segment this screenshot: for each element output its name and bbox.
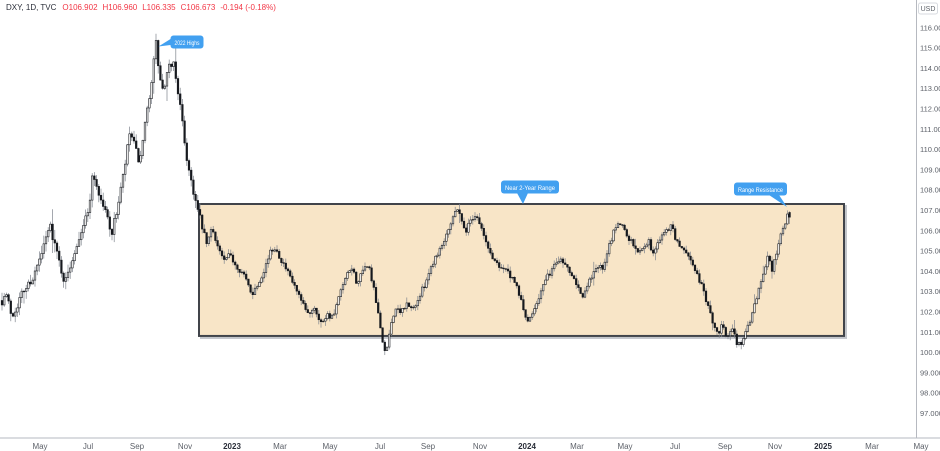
time-tick-month: Jul xyxy=(670,442,680,451)
ohlc-open-value: O106.902 xyxy=(62,3,98,12)
callout-label: Near 2-Year Range xyxy=(505,185,555,192)
price-tick-label: 110.000 xyxy=(920,145,940,154)
time-tick-year: 2025 xyxy=(814,442,832,451)
time-tick-month: Mar xyxy=(570,442,584,451)
time-tick-year: 2023 xyxy=(223,442,241,451)
price-tick-label: 104.000 xyxy=(920,267,940,276)
ohlc-close-value: C106.673 xyxy=(180,3,216,12)
time-tick-month: Nov xyxy=(768,442,782,451)
callout-label: Range Resistance xyxy=(738,187,783,194)
price-tick-label: 109.000 xyxy=(920,165,940,174)
ohlc-low-value: L106.335 xyxy=(142,3,176,12)
time-tick-month: Mar xyxy=(865,442,879,451)
price-tick-label: 113.000 xyxy=(920,84,940,93)
time-tick-month: Sep xyxy=(130,442,145,451)
price-tick-label: 115.000 xyxy=(920,44,940,53)
callout-2022-highs[interactable]: 2022 Highs xyxy=(158,35,204,49)
price-tick-label: 99.000 xyxy=(920,368,940,377)
candlesticks xyxy=(0,33,791,356)
price-tick-label: 98.000 xyxy=(920,389,940,398)
currency-label: USD xyxy=(918,2,938,15)
price-tick-label: 103.000 xyxy=(920,287,940,296)
time-tick-month: Nov xyxy=(178,442,192,451)
time-tick-month: May xyxy=(913,442,928,451)
time-tick-month: Jul xyxy=(375,442,385,451)
svg-text:USD: USD xyxy=(921,6,936,13)
time-tick-month: Sep xyxy=(718,442,733,451)
time-tick-month: Jul xyxy=(83,442,93,451)
time-tick-month: May xyxy=(322,442,337,451)
price-tick-label: 116.000 xyxy=(920,23,940,32)
time-tick-month: Mar xyxy=(273,442,287,451)
callout-label: 2022 Highs xyxy=(175,40,201,47)
symbol-title[interactable]: DXY, 1D, TVC xyxy=(6,3,57,12)
price-tick-label: 102.000 xyxy=(920,307,940,316)
price-tick-label: 107.000 xyxy=(920,206,940,215)
callout-near-2-year-range[interactable]: Near 2-Year Range xyxy=(501,180,559,205)
price-tick-label: 105.000 xyxy=(920,247,940,256)
time-tick-month: May xyxy=(617,442,632,451)
price-tick-label: 114.000 xyxy=(920,64,940,73)
callout-range-resistance[interactable]: Range Resistance xyxy=(734,182,787,208)
price-axis[interactable]: 116.000 115.000 114.000 113.000 112.000 111.0… xyxy=(920,23,940,418)
time-tick-year: 2024 xyxy=(518,442,536,451)
price-tick-label: 100.000 xyxy=(920,348,940,357)
price-tick-label: 101.000 xyxy=(920,328,940,337)
time-tick-month: Sep xyxy=(421,442,436,451)
price-tick-label: 106.000 xyxy=(920,226,940,235)
price-tick-label: 111.000 xyxy=(920,125,940,134)
range-box[interactable] xyxy=(198,203,845,337)
symbol-legend: DXY, 1D, TVC O106.902 H106.960 L106.335 C106… xyxy=(6,3,281,12)
time-tick-month: May xyxy=(32,442,47,451)
price-tick-label: 112.000 xyxy=(920,104,940,113)
price-tick-label: 108.000 xyxy=(920,186,940,195)
change-value: -0.194 (-0.18%) xyxy=(220,3,276,12)
time-axis[interactable]: May Jul Sep Nov 2023 Mar May Jul Sep Nov 2024 Mar Ma… xyxy=(32,442,928,451)
time-tick-month: Nov xyxy=(473,442,487,451)
price-tick-label: 97.000 xyxy=(920,409,940,418)
ohlc-high-value: H106.960 xyxy=(102,3,138,12)
